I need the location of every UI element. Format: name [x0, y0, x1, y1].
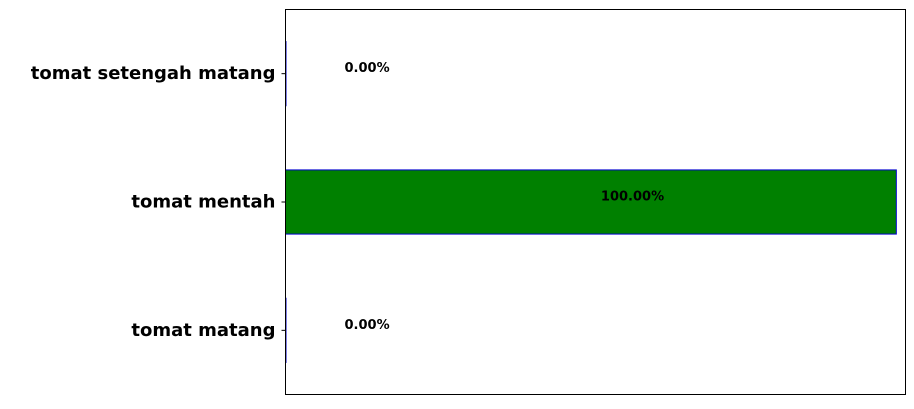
- bars-group: [285, 41, 897, 363]
- y-tick-label: tomat setengah matang: [31, 63, 276, 84]
- data-label: 0.00%: [345, 61, 390, 76]
- data-label: 0.00%: [345, 318, 390, 333]
- y-tick-label: tomat matang: [131, 320, 275, 341]
- y-axis-tick-labels: tomat matang tomat mentah tomat setengah m…: [31, 63, 276, 341]
- bar-tomat-mentah: [285, 169, 897, 235]
- data-label: 100.00%: [601, 190, 664, 205]
- y-tick-label: tomat mentah: [131, 192, 275, 213]
- y-axis-ticks: [281, 73, 286, 331]
- data-labels: 0.00% 100.00% 0.00%: [345, 61, 665, 333]
